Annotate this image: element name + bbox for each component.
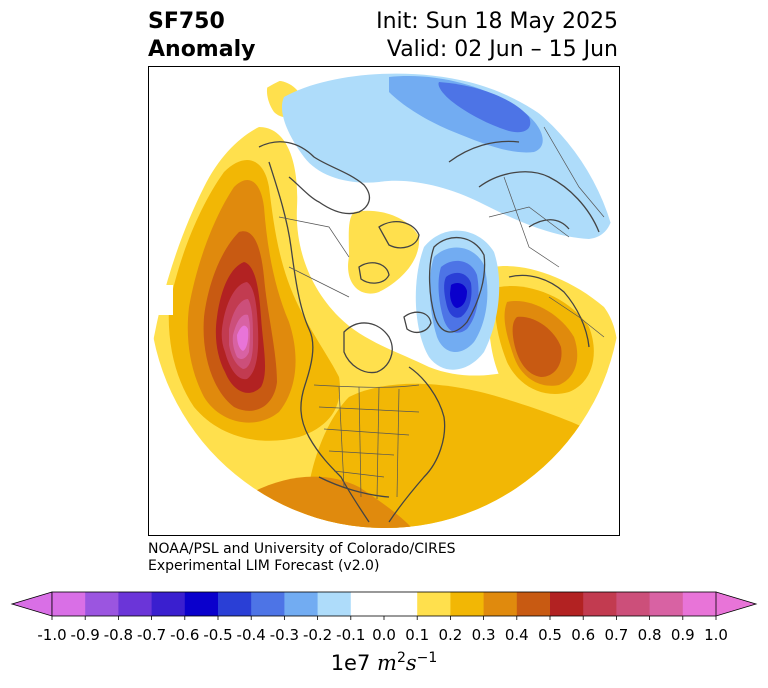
colorbar-tick-label: 0.4 [504,626,529,644]
negative-anomaly-08 [450,283,467,308]
colorbar-segment [516,592,551,616]
colorbar-segment [118,592,153,616]
colorbar-segment [184,592,219,616]
credit-line-1: NOAA/PSL and University of Colorado/CIRE… [148,541,456,557]
colorbar-tick-label: 1.0 [704,626,728,644]
colorbar-over-extend [715,591,758,617]
colorbar-segment [616,592,651,616]
title-left: SF750 Anomaly [148,8,255,64]
colorbar-tick-label: 0.8 [637,626,662,644]
colorbar-segment [251,592,285,616]
colorbar-segment [52,592,86,616]
coastlines [258,96,600,523]
anomaly-field [149,67,619,528]
colorbar-segment [384,592,418,616]
valid-range: Valid: 02 Jun – 15 Jun [386,37,618,62]
negative-anomaly-01 [281,73,613,239]
colorbar-units: 1e7 m2s−1 [331,650,438,675]
colorbar-tick-label: 0.6 [571,626,596,644]
colorbar-tick-label: -0.1 [336,626,366,644]
colorbar-segment [583,592,617,616]
positive-anomaly-12 [512,316,562,377]
colorbar-tick-label: -0.9 [70,626,100,644]
positive-anomaly-03 [348,210,420,294]
colorbar-tick-label: -0.7 [136,626,167,644]
anomaly-title: Anomaly [148,37,256,62]
credit-line-2: Experimental LIM Forecast (v2.0) [148,558,380,574]
title-right: Init: Sun 18 May 2025 Valid: 02 Jun – 15… [376,8,618,64]
colorbar-segment [218,592,252,616]
colorbar-tick-label: -0.6 [170,626,200,644]
colorbar-tick-label: 0.1 [405,626,430,644]
colorbar-segment [284,592,319,616]
colorbar-tick-label: 0.2 [438,626,463,644]
colorbar-tick-label: -0.3 [269,626,300,644]
colorbar-tick-label: -0.4 [236,626,266,644]
colorbar-segment [151,592,186,616]
negative-anomaly-02 [389,76,543,153]
units-s-exponent: −1 [416,650,438,666]
colorbar-segment [350,592,385,616]
colorbar-tick-label: 0.9 [670,626,695,644]
variable-title: SF750 [148,9,225,34]
colorbar-segment [483,592,518,616]
colorbar-under-extend [10,591,53,617]
credit-text: NOAA/PSL and University of Colorado/CIRE… [148,541,456,575]
colorbar-segment [417,592,451,616]
negative-anomaly-03 [438,82,531,133]
map-svg [149,67,619,528]
map-panel [148,66,620,536]
colorbar-tick-label: -0.5 [203,626,233,644]
colorbar-tick-label: -1.0 [37,626,67,644]
colorbar [10,591,758,620]
colorbar-segment [317,592,352,616]
positive-anomaly-17 [237,325,249,351]
units-s: s [405,651,417,675]
colorbar-segment [649,592,684,616]
units-prefix: 1e7 [330,651,371,675]
colorbar-tick-label: -0.2 [302,626,333,644]
colorbar-tick-label: -0.8 [103,626,134,644]
units-m-exponent: 2 [396,650,406,666]
colorbar-tick-label: 0.3 [471,626,496,644]
colorbar-tick-label: 0.7 [604,626,629,644]
colorbar-segment [450,592,485,616]
units-m: m [377,651,397,675]
political-borders [278,126,605,500]
colorbar-segment [682,592,717,616]
colorbar-tick-label: 0.0 [372,626,396,644]
colorbar-segment [85,592,119,616]
colorbar-segment [550,592,584,616]
colorbar-tick-label: 0.5 [538,626,562,644]
init-date: Init: Sun 18 May 2025 [376,9,618,34]
